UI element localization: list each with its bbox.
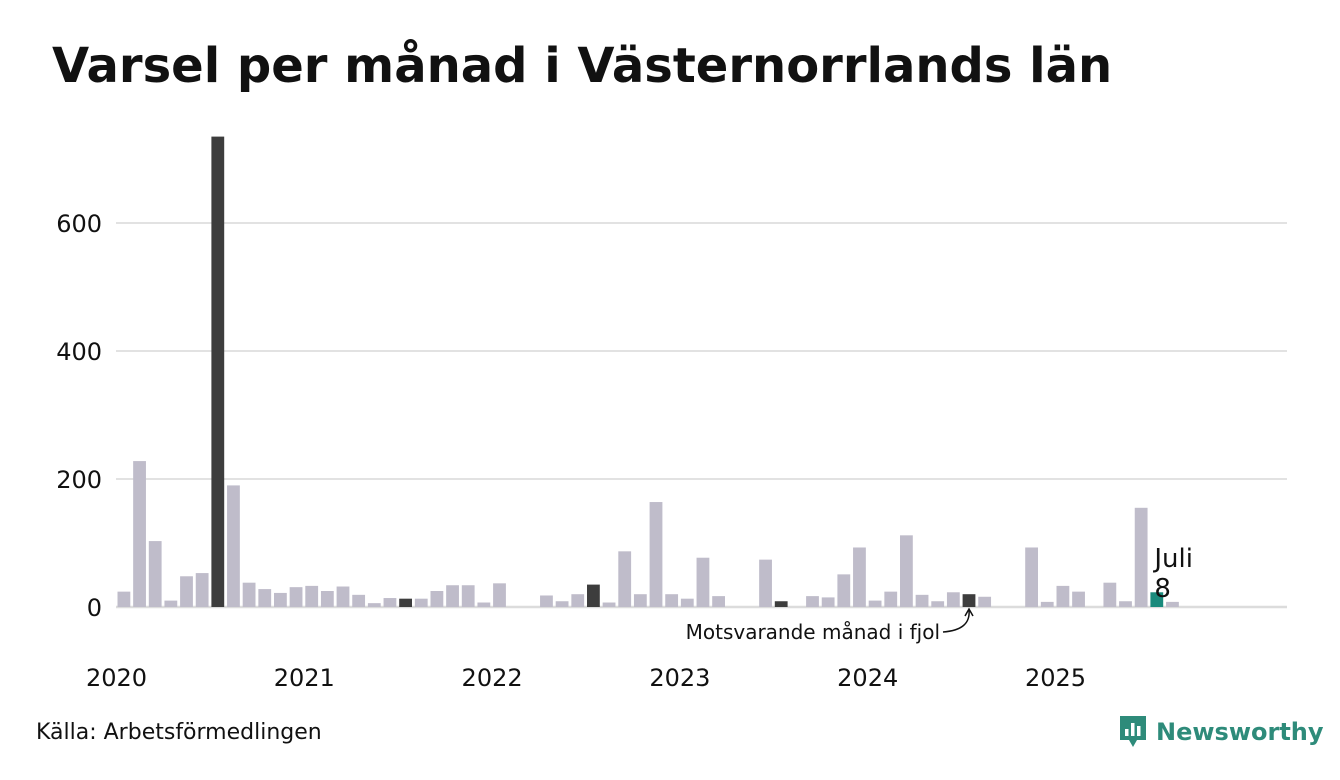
bar xyxy=(759,559,772,607)
bar xyxy=(618,551,632,607)
bar xyxy=(884,591,898,607)
bar xyxy=(633,594,647,607)
bar xyxy=(1072,591,1085,607)
annotation-arrow xyxy=(942,609,970,633)
bar xyxy=(868,600,882,607)
bar xyxy=(1119,601,1132,607)
bar xyxy=(900,535,913,607)
bar xyxy=(461,585,475,607)
bar xyxy=(837,574,851,607)
bar xyxy=(680,598,694,607)
bar xyxy=(978,596,992,607)
bar xyxy=(696,557,710,607)
current-value-label: 8 xyxy=(1154,574,1171,604)
x-tick-label: 2023 xyxy=(649,664,710,692)
x-tick-label: 2021 xyxy=(274,664,335,692)
bar xyxy=(430,591,444,607)
bar xyxy=(915,594,929,607)
bar xyxy=(1040,601,1054,607)
bar xyxy=(211,136,225,607)
annotation-arrowhead xyxy=(964,607,974,617)
gridlines xyxy=(116,222,1287,609)
bar xyxy=(289,587,303,607)
bar xyxy=(133,461,146,607)
bar xyxy=(367,603,381,607)
same-month-annotation: Motsvarande månad i fjol xyxy=(686,620,940,644)
bar xyxy=(853,547,866,607)
bar xyxy=(227,485,240,607)
bar xyxy=(180,576,193,607)
brand-name: Newsworthy xyxy=(1156,718,1324,746)
bar xyxy=(117,591,131,607)
x-tick-label: 2024 xyxy=(837,664,898,692)
bar xyxy=(446,585,459,607)
bar xyxy=(602,602,616,607)
bar xyxy=(587,584,600,607)
bar xyxy=(555,601,569,607)
bar xyxy=(242,582,256,607)
bar xyxy=(148,541,162,607)
bar xyxy=(946,592,960,607)
bar xyxy=(931,601,945,607)
bar xyxy=(540,595,553,607)
bars xyxy=(117,136,1179,607)
x-tick-label: 2022 xyxy=(462,664,523,692)
bar xyxy=(962,594,976,607)
bar xyxy=(1103,582,1117,607)
bar xyxy=(1166,601,1179,607)
bar xyxy=(1025,547,1038,607)
bar xyxy=(1056,585,1070,607)
y-axis: 0 200 400 600 xyxy=(56,210,102,622)
bar xyxy=(665,594,679,607)
bar xyxy=(195,573,209,607)
y-tick-label: 600 xyxy=(56,210,102,238)
bar xyxy=(336,586,350,607)
bar xyxy=(477,602,491,607)
bar xyxy=(414,598,428,607)
x-axis: 2020 2021 2022 2023 2024 2025 xyxy=(86,664,1086,692)
bar xyxy=(1134,507,1148,607)
source-note: Källa: Arbetsförmedlingen xyxy=(36,720,322,745)
bar xyxy=(774,601,788,607)
bar xyxy=(383,598,397,607)
bar xyxy=(305,585,319,607)
current-month-label: Juli xyxy=(1152,544,1193,574)
y-tick-label: 400 xyxy=(56,338,102,366)
bar xyxy=(571,594,585,607)
bar xyxy=(274,592,287,607)
bar xyxy=(712,596,725,607)
bar xyxy=(258,589,272,607)
bar xyxy=(806,596,819,607)
bar xyxy=(399,598,412,607)
current-month-bar xyxy=(1150,592,1164,607)
bar xyxy=(320,591,334,607)
chart-title: Varsel per månad i Västernorrlands län xyxy=(52,38,1113,94)
y-tick-label: 0 xyxy=(87,594,102,622)
bar xyxy=(493,583,506,607)
bar xyxy=(821,597,835,607)
newsworthy-logo: Newsworthy xyxy=(1118,712,1324,752)
bar xyxy=(164,600,178,607)
y-tick-label: 200 xyxy=(56,466,102,494)
newsworthy-logo-icon xyxy=(1120,716,1146,747)
bar xyxy=(352,594,366,607)
x-tick-label: 2025 xyxy=(1025,664,1086,692)
bar xyxy=(649,502,663,607)
x-tick-label: 2020 xyxy=(86,664,147,692)
